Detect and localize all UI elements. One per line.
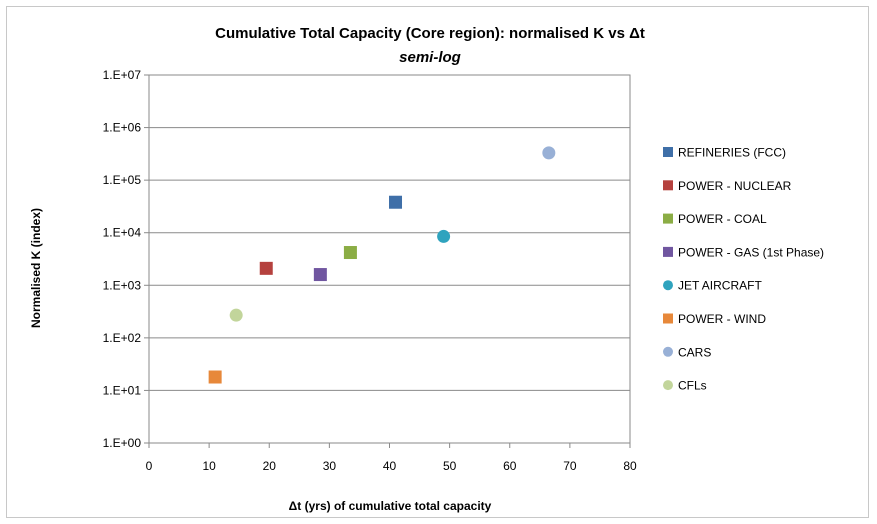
x-tick-label: 40 xyxy=(383,459,397,473)
x-tick-label: 80 xyxy=(623,459,637,473)
legend-label-jet-aircraft: JET AIRCRAFT xyxy=(678,279,762,293)
y-tick-label: 1.E+05 xyxy=(103,173,142,187)
legend-label-power-wind: POWER - WIND xyxy=(678,312,766,326)
x-tick-label: 50 xyxy=(443,459,457,473)
x-tick-label: 70 xyxy=(563,459,577,473)
legend-marker-power-nuclear xyxy=(663,180,673,191)
chart-title: Cumulative Total Capacity (Core region):… xyxy=(215,25,645,42)
x-tick-label: 10 xyxy=(202,459,216,473)
y-tick-label: 1.E+04 xyxy=(103,226,142,240)
chart-frame xyxy=(6,6,869,518)
x-tick-label: 0 xyxy=(146,459,153,473)
legend-label-refineries-fcc: REFINERIES (FCC) xyxy=(678,146,786,160)
x-tick-label: 30 xyxy=(323,459,337,473)
plot-area xyxy=(148,74,631,444)
legend-marker-cfls xyxy=(663,380,673,391)
legend-label-power-gas-1st-phase: POWER - GAS (1st Phase) xyxy=(678,245,824,259)
data-point-jet-aircraft xyxy=(437,229,451,243)
y-tick-label: 1.E+01 xyxy=(103,383,142,397)
legend-marker-power-coal xyxy=(663,213,673,224)
chart-subtitle: semi-log xyxy=(399,49,461,66)
legend-label-cars: CARS xyxy=(678,345,711,359)
legend-marker-power-gas-1st-phase xyxy=(663,246,673,257)
data-point-refineries-fcc xyxy=(389,195,403,209)
data-point-power-nuclear xyxy=(259,261,273,275)
legend: REFINERIES (FCC) POWER - NUCLEAR POWER - C… xyxy=(663,146,824,393)
legend-label-cfls: CFLs xyxy=(678,379,707,393)
y-axis-label: Normalised K (index) xyxy=(29,208,43,328)
data-point-power-wind xyxy=(208,370,222,384)
legend-label-power-nuclear: POWER - NUCLEAR xyxy=(678,179,792,193)
data-point-cfls xyxy=(229,308,243,322)
y-tick-label: 1.E+00 xyxy=(103,436,142,450)
x-tick-label: 60 xyxy=(503,459,517,473)
legend-marker-jet-aircraft xyxy=(663,280,673,291)
x-tick-label: 20 xyxy=(263,459,277,473)
y-tick-label: 1.E+02 xyxy=(103,331,142,345)
y-tick-label: 1.E+06 xyxy=(103,121,142,135)
y-tick-label: 1.E+07 xyxy=(103,68,142,82)
legend-marker-cars xyxy=(663,346,673,357)
legend-label-power-coal: POWER - COAL xyxy=(678,212,767,226)
data-point-cars xyxy=(542,146,556,160)
x-axis-label: Δt (yrs) of cumulative total capacity xyxy=(289,499,492,513)
legend-marker-power-wind xyxy=(663,313,673,324)
data-point-power-coal xyxy=(343,246,357,260)
data-point-power-gas-1st-phase xyxy=(313,268,327,282)
y-tick-label: 1.E+03 xyxy=(103,278,142,292)
legend-marker-refineries-fcc xyxy=(663,147,673,157)
